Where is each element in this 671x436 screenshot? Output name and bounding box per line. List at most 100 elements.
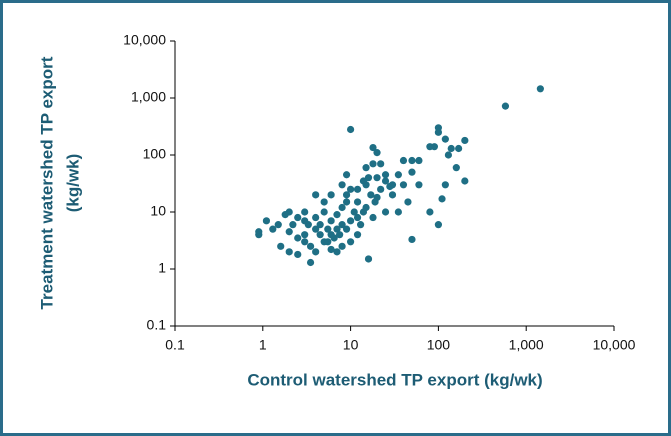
- point: [281, 211, 289, 219]
- x-axis-label: Control watershed TP export (kg/wk): [247, 370, 542, 389]
- point: [438, 195, 446, 203]
- point: [320, 208, 328, 216]
- point: [320, 198, 328, 206]
- point: [364, 255, 373, 263]
- point: [277, 242, 285, 250]
- point: [381, 171, 390, 179]
- point: [353, 198, 362, 206]
- point: [324, 225, 332, 233]
- point: [404, 198, 412, 206]
- point: [327, 217, 335, 225]
- point: [369, 160, 377, 168]
- point: [312, 213, 320, 222]
- x-tick-label: 100: [427, 337, 451, 353]
- y-tick-label: 1,000: [131, 89, 166, 105]
- point: [289, 221, 297, 229]
- point: [408, 168, 416, 176]
- point: [399, 181, 408, 189]
- point: [301, 231, 309, 239]
- y-tick-label: 100: [143, 146, 167, 162]
- point: [327, 245, 335, 254]
- point: [444, 151, 453, 159]
- point: [377, 185, 385, 193]
- point: [353, 231, 362, 239]
- point: [347, 238, 355, 246]
- point: [316, 221, 324, 229]
- point: [447, 144, 455, 153]
- point: [455, 144, 463, 153]
- point: [434, 221, 442, 229]
- point: [388, 191, 397, 199]
- point: [336, 231, 344, 239]
- point: [441, 181, 449, 189]
- point: [388, 181, 397, 189]
- point: [394, 171, 402, 179]
- point: [333, 225, 341, 233]
- y-tick-label: 0.1: [147, 317, 167, 333]
- point: [373, 174, 381, 182]
- point: [285, 228, 293, 236]
- point: [364, 174, 373, 182]
- point: [324, 238, 332, 246]
- point: [408, 156, 416, 165]
- x-tick-label: 0.1: [165, 337, 185, 353]
- point: [377, 160, 385, 168]
- point: [362, 203, 370, 212]
- x-tick-label: 10,000: [593, 337, 636, 353]
- point: [285, 248, 293, 256]
- y-axis-label: (kg/wk): [63, 154, 82, 213]
- x-tick-label: 1,000: [509, 337, 544, 353]
- point: [347, 185, 355, 193]
- point: [255, 228, 263, 236]
- point: [353, 185, 362, 193]
- point: [312, 248, 320, 256]
- point: [294, 213, 302, 222]
- point: [338, 221, 346, 229]
- point: [461, 177, 469, 185]
- point: [381, 208, 390, 216]
- point: [536, 85, 544, 93]
- point: [338, 181, 346, 189]
- point: [408, 235, 416, 244]
- point: [426, 208, 434, 216]
- point: [338, 242, 346, 250]
- point: [342, 225, 351, 233]
- point: [461, 136, 469, 145]
- point: [342, 171, 351, 179]
- point: [316, 231, 324, 239]
- point: [333, 248, 341, 256]
- point: [394, 208, 402, 216]
- point: [312, 225, 320, 233]
- y-axis-label: Treatment watershed TP export: [37, 56, 56, 309]
- point: [301, 208, 309, 216]
- point: [357, 221, 365, 229]
- point: [399, 156, 408, 165]
- point: [306, 258, 315, 267]
- point: [342, 191, 351, 199]
- point: [369, 143, 377, 152]
- point: [350, 208, 358, 216]
- x-tick-label: 10: [343, 337, 359, 353]
- point: [501, 102, 510, 110]
- point: [269, 225, 277, 233]
- point: [274, 221, 282, 229]
- point: [415, 181, 423, 189]
- point: [359, 177, 368, 185]
- point: [327, 191, 335, 199]
- y-tick-label: 1: [158, 260, 166, 276]
- point: [371, 198, 379, 206]
- point: [347, 125, 355, 134]
- point: [373, 149, 381, 157]
- point: [312, 191, 320, 199]
- point: [381, 177, 390, 185]
- y-tick-label: 10: [150, 203, 166, 219]
- point: [262, 217, 271, 225]
- point: [338, 203, 346, 212]
- point: [362, 164, 370, 172]
- point: [342, 198, 351, 206]
- x-tick-label: 1: [259, 337, 267, 353]
- point: [294, 234, 302, 242]
- point: [301, 238, 309, 246]
